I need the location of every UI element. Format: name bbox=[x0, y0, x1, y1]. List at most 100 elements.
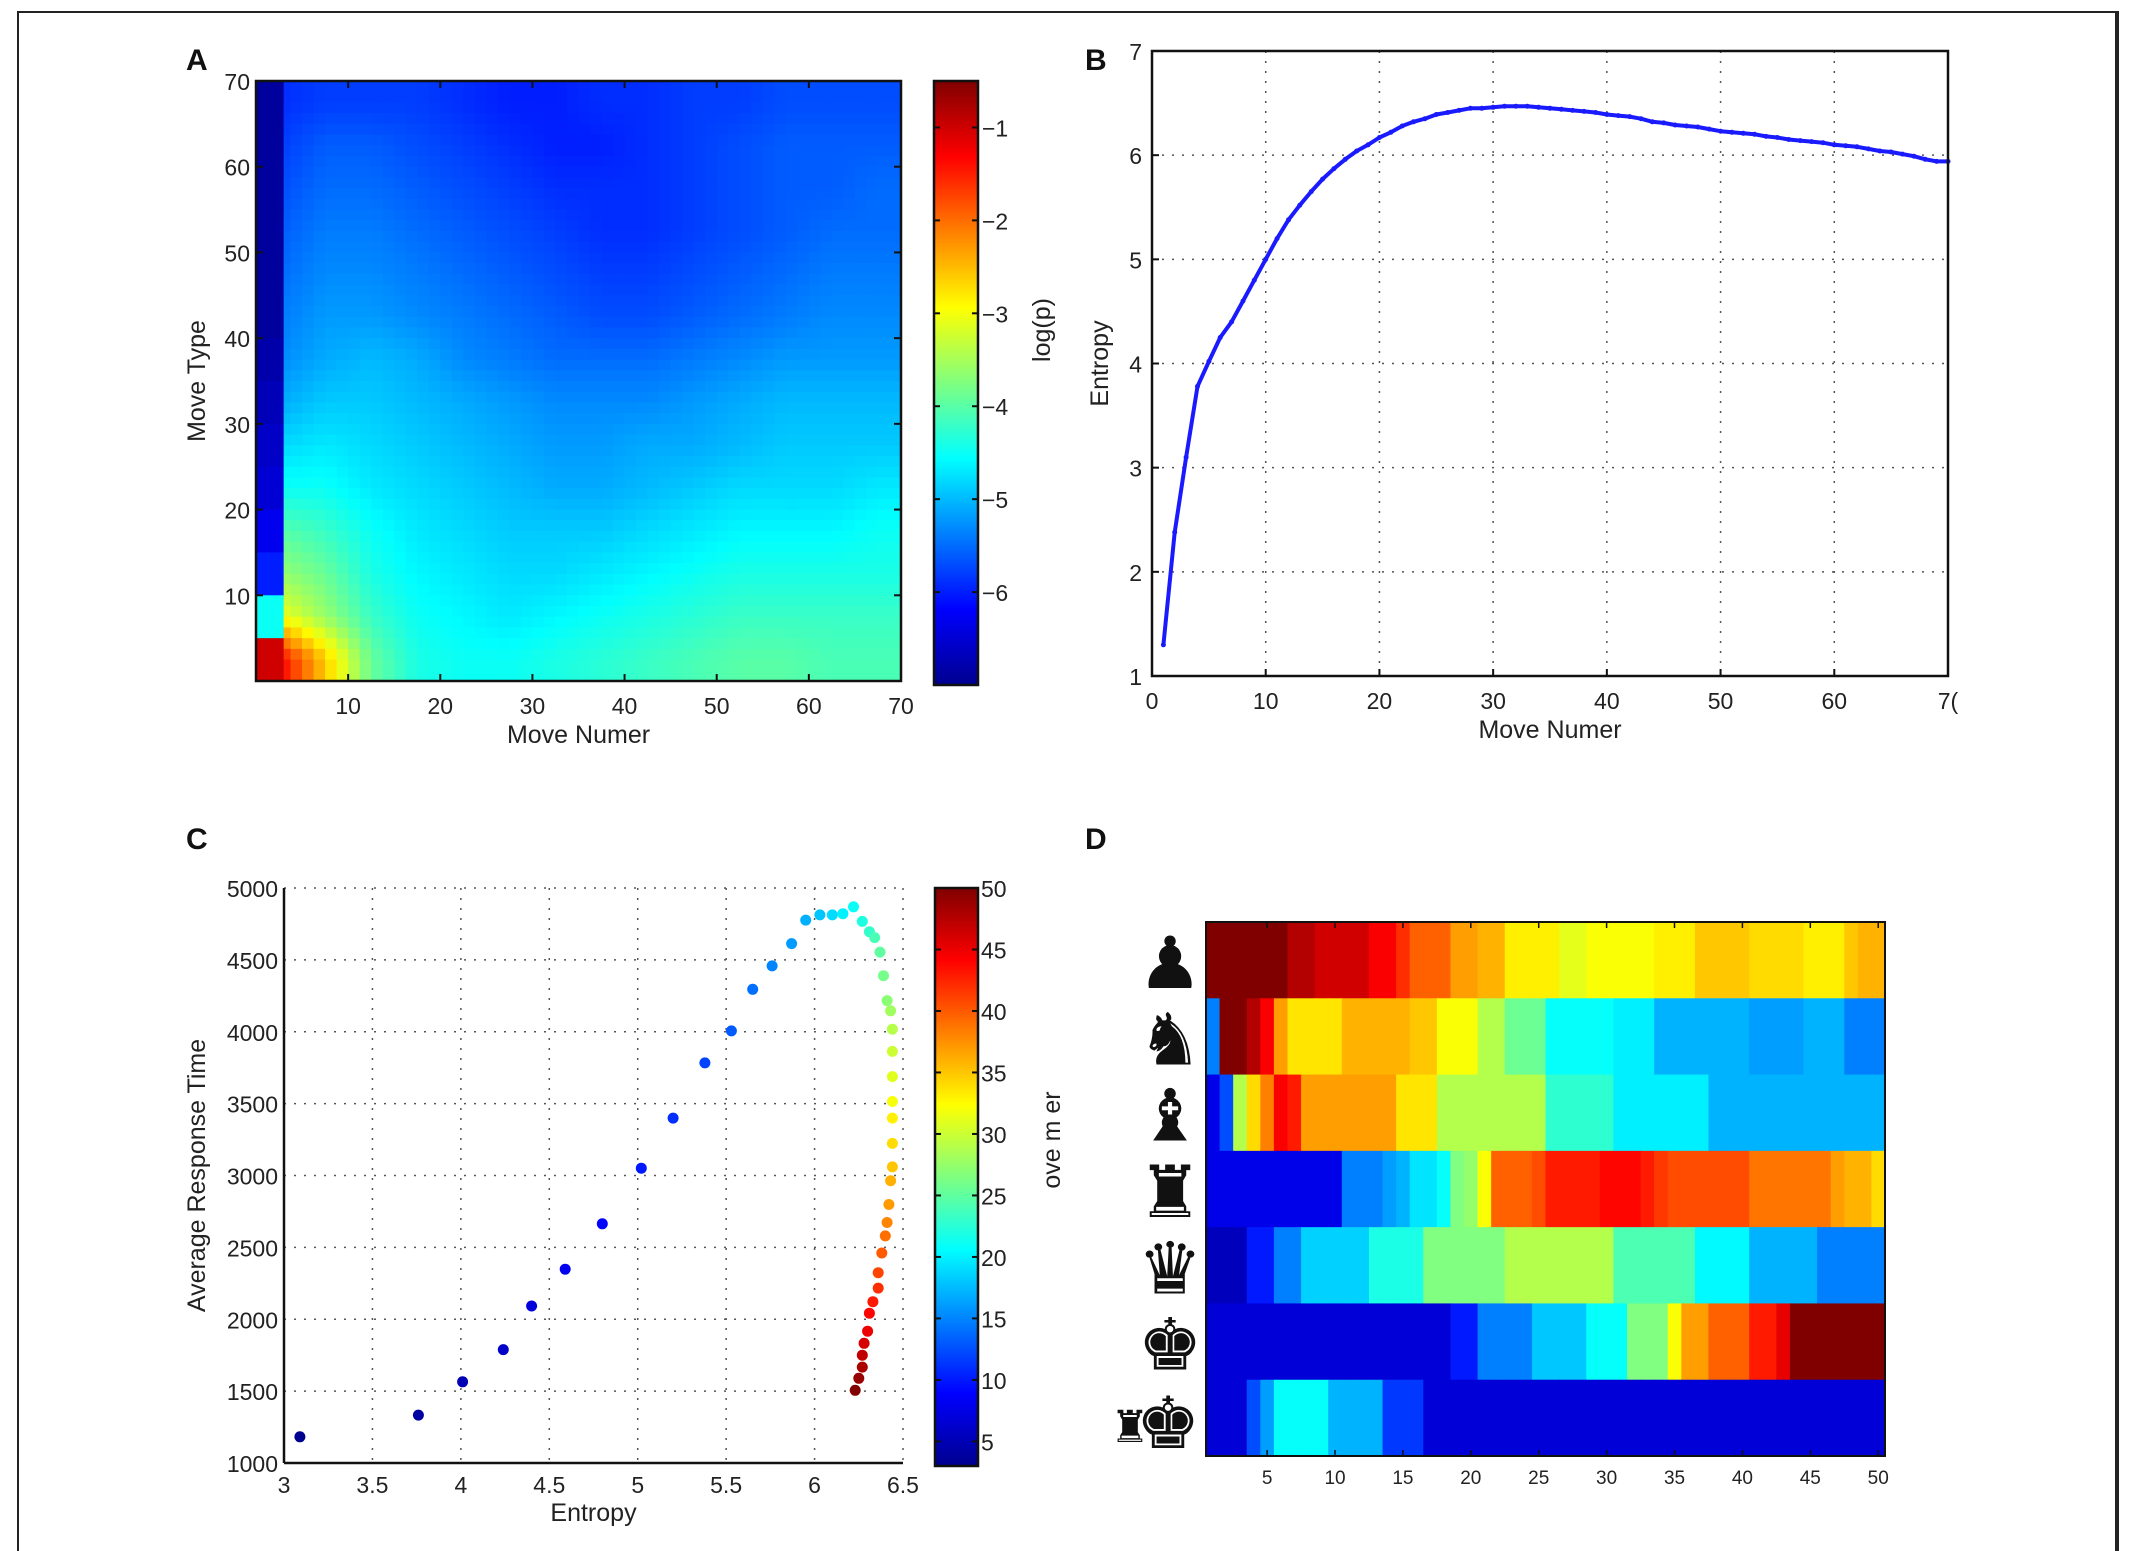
colorbar-tick-label: 10 bbox=[981, 1368, 1007, 1394]
heatmap-cell-castling bbox=[1423, 1379, 1438, 1457]
heatmap-cell bbox=[843, 423, 856, 436]
heatmap-cell bbox=[405, 220, 418, 232]
heatmap-cell bbox=[820, 338, 833, 350]
heatmap-cell bbox=[382, 166, 395, 179]
heatmap-cell bbox=[831, 638, 845, 650]
heatmap-cell-rook bbox=[1654, 1150, 1669, 1228]
heatmap-cell bbox=[889, 402, 902, 414]
heatmap-cell bbox=[336, 284, 349, 296]
entropy-point bbox=[1206, 358, 1212, 364]
heatmap-cell bbox=[682, 659, 695, 671]
x-tick-label: 5.5 bbox=[710, 1472, 742, 1498]
heatmap-cell bbox=[866, 402, 879, 414]
heatmap-cell bbox=[382, 327, 395, 339]
heatmap-cell bbox=[843, 188, 856, 200]
heatmap-cell bbox=[451, 381, 464, 393]
heatmap-cell bbox=[659, 488, 672, 500]
heatmap-cell-rook bbox=[1749, 1150, 1764, 1228]
heatmap-cell bbox=[613, 134, 626, 146]
heatmap-cell bbox=[543, 91, 557, 104]
heatmap-cell bbox=[359, 563, 372, 575]
colorbar-tick-label: −1 bbox=[982, 115, 1008, 141]
heatmap-cell bbox=[509, 306, 522, 318]
heatmap-cell bbox=[774, 659, 787, 671]
heatmap-cell bbox=[590, 606, 603, 618]
heatmap-cell bbox=[728, 327, 741, 339]
heatmap-cell bbox=[279, 381, 292, 393]
heatmap-cell bbox=[682, 102, 695, 114]
heatmap-cell-king bbox=[1341, 1303, 1356, 1381]
heatmap-cell bbox=[520, 627, 534, 639]
heatmap-cell bbox=[474, 231, 487, 243]
entropy-point bbox=[1422, 116, 1428, 122]
entropy-point bbox=[1274, 236, 1280, 241]
heatmap-cell bbox=[520, 209, 534, 221]
heatmap-cell bbox=[532, 198, 545, 211]
heatmap-cell bbox=[348, 295, 361, 307]
heatmap-cell bbox=[843, 659, 856, 671]
heatmap-cell bbox=[543, 348, 557, 361]
heatmap-cell bbox=[279, 488, 292, 500]
heatmap-cell bbox=[428, 606, 441, 618]
heatmap-cell bbox=[693, 198, 706, 211]
heatmap-cell bbox=[313, 198, 326, 211]
heatmap-cell bbox=[636, 177, 649, 189]
heatmap-cell-castling bbox=[1708, 1379, 1723, 1457]
heatmap-cell bbox=[636, 102, 649, 114]
heatmap-cell bbox=[417, 391, 430, 404]
heatmap-cell bbox=[820, 552, 833, 564]
heatmap-cell-castling bbox=[1219, 1379, 1234, 1457]
scatter-point bbox=[747, 983, 759, 995]
heatmap-cell bbox=[751, 402, 764, 414]
heatmap-cell bbox=[417, 284, 430, 296]
heatmap-cell bbox=[382, 595, 395, 607]
heatmap-cell bbox=[417, 273, 430, 286]
heatmap-cell bbox=[877, 338, 891, 350]
rook-icon: ♜ bbox=[1110, 1402, 1149, 1453]
heatmap-cell bbox=[647, 584, 660, 596]
heatmap-cell bbox=[474, 381, 487, 393]
heatmap-cell bbox=[716, 434, 729, 446]
heatmap-cell bbox=[831, 402, 845, 414]
heatmap-cell bbox=[336, 327, 349, 339]
heatmap-cell bbox=[797, 434, 810, 446]
heatmap-cell bbox=[578, 466, 591, 479]
heatmap-cell-castling bbox=[1749, 1379, 1764, 1457]
heatmap-cell bbox=[866, 616, 879, 629]
heatmap-cell bbox=[451, 638, 464, 650]
heatmap-cell bbox=[659, 381, 672, 393]
heatmap-cell-rook bbox=[1871, 1150, 1886, 1228]
heatmap-cell bbox=[520, 466, 534, 479]
heatmap-cell bbox=[382, 423, 395, 436]
heatmap-cell-queen bbox=[1518, 1227, 1533, 1304]
x-tick-label: 15 bbox=[1392, 1468, 1413, 1489]
heatmap-cell-pawn bbox=[1654, 922, 1669, 999]
heatmap-cell bbox=[405, 316, 418, 329]
heatmap-cell bbox=[325, 509, 338, 521]
heatmap-cell-queen bbox=[1735, 1227, 1750, 1304]
heatmap-cell bbox=[808, 477, 821, 489]
heatmap-cell-rook bbox=[1762, 1150, 1777, 1228]
heatmap-cell bbox=[797, 381, 810, 393]
heatmap-cell bbox=[716, 252, 729, 264]
heatmap-cell bbox=[797, 113, 810, 125]
colorbar-tick-label: −3 bbox=[982, 301, 1008, 327]
heatmap-cell bbox=[451, 413, 464, 425]
heatmap-cell bbox=[820, 466, 833, 479]
heatmap-cell bbox=[797, 659, 810, 671]
heatmap-cell bbox=[716, 338, 729, 350]
heatmap-cell-bishop bbox=[1694, 1074, 1710, 1152]
heatmap-cell bbox=[866, 648, 879, 661]
heatmap-cell bbox=[428, 648, 441, 661]
heatmap-cell-rook bbox=[1246, 1150, 1261, 1228]
heatmap-cell bbox=[417, 627, 430, 639]
heatmap-cell bbox=[290, 520, 303, 532]
heatmap-cell bbox=[359, 102, 372, 114]
heatmap-cell bbox=[359, 338, 372, 350]
heatmap-cell bbox=[670, 231, 683, 243]
heatmap-cell bbox=[601, 638, 614, 650]
heatmap-cell-knight bbox=[1273, 998, 1289, 1075]
heatmap-cell bbox=[463, 563, 476, 575]
heatmap-cell bbox=[474, 327, 487, 339]
x-tick-label: 4.5 bbox=[533, 1472, 565, 1498]
